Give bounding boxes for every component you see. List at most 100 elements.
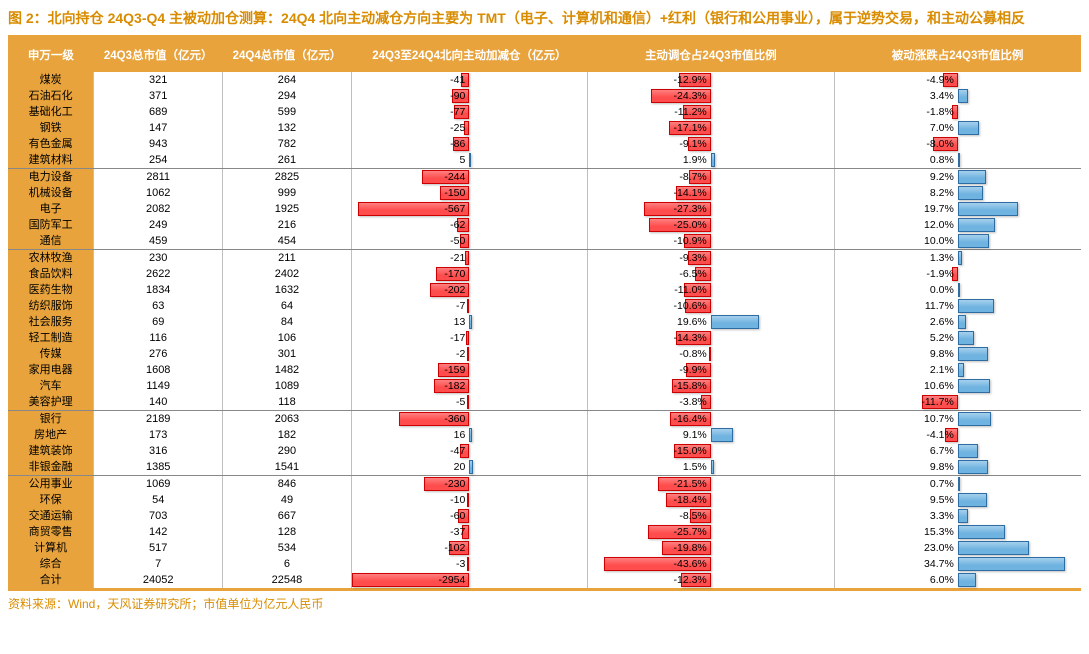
bar-cell: 10.0% bbox=[834, 233, 1081, 250]
num-cell: 2811 bbox=[94, 169, 223, 186]
row-label: 有色金属 bbox=[8, 136, 94, 152]
num-cell: 6 bbox=[223, 556, 352, 572]
row-label: 纺织服饰 bbox=[8, 298, 94, 314]
row-label: 非银金融 bbox=[8, 459, 94, 476]
bar-cell: -1.8% bbox=[834, 104, 1081, 120]
bar-cell: 1.9% bbox=[587, 152, 834, 169]
row-label: 石油石化 bbox=[8, 88, 94, 104]
bar-cell: 19.6% bbox=[587, 314, 834, 330]
bar-cell: -10 bbox=[351, 492, 587, 508]
num-cell: 118 bbox=[223, 394, 352, 411]
num-cell: 517 bbox=[94, 540, 223, 556]
bar-cell: 11.7% bbox=[834, 298, 1081, 314]
table-row: 轻工制造116106-17-14.3%5.2% bbox=[8, 330, 1081, 346]
bar-cell: 20 bbox=[351, 459, 587, 476]
column-header: 24Q3总市值（亿元） bbox=[94, 38, 223, 72]
num-cell: 1149 bbox=[94, 378, 223, 394]
row-label: 国防军工 bbox=[8, 217, 94, 233]
num-cell: 2189 bbox=[94, 411, 223, 428]
bar-cell: 9.8% bbox=[834, 459, 1081, 476]
table-row: 房地产173182169.1%-4.1% bbox=[8, 427, 1081, 443]
bar-cell: -9.9% bbox=[587, 362, 834, 378]
num-cell: 782 bbox=[223, 136, 352, 152]
row-label: 家用电器 bbox=[8, 362, 94, 378]
bar-cell: -16.4% bbox=[587, 411, 834, 428]
table-row: 有色金属943782-86-9.1%-8.0% bbox=[8, 136, 1081, 152]
bar-cell: 3.4% bbox=[834, 88, 1081, 104]
bar-cell: 2.6% bbox=[834, 314, 1081, 330]
bar-cell: -21 bbox=[351, 250, 587, 267]
table-row: 环保5449-10-18.4%9.5% bbox=[8, 492, 1081, 508]
num-cell: 1608 bbox=[94, 362, 223, 378]
num-cell: 254 bbox=[94, 152, 223, 169]
table-row: 公用事业1069846-230-21.5%0.7% bbox=[8, 476, 1081, 493]
bar-cell: -7 bbox=[351, 298, 587, 314]
bar-cell: -4.9% bbox=[834, 72, 1081, 88]
bar-cell: 9.1% bbox=[587, 427, 834, 443]
num-cell: 454 bbox=[223, 233, 352, 250]
row-label: 钢铁 bbox=[8, 120, 94, 136]
row-label: 环保 bbox=[8, 492, 94, 508]
table-row: 纺织服饰6364-7-10.6%11.7% bbox=[8, 298, 1081, 314]
bar-cell: -27.3% bbox=[587, 201, 834, 217]
num-cell: 294 bbox=[223, 88, 352, 104]
bar-cell: -11.2% bbox=[587, 104, 834, 120]
num-cell: 84 bbox=[223, 314, 352, 330]
table-row: 机械设备1062999-150-14.1%8.2% bbox=[8, 185, 1081, 201]
table-row: 美容护理140118-5-3.8%-11.7% bbox=[8, 394, 1081, 411]
row-label: 农林牧渔 bbox=[8, 250, 94, 267]
num-cell: 371 bbox=[94, 88, 223, 104]
num-cell: 182 bbox=[223, 427, 352, 443]
bar-cell: 2.1% bbox=[834, 362, 1081, 378]
num-cell: 1089 bbox=[223, 378, 352, 394]
row-label: 通信 bbox=[8, 233, 94, 250]
row-label: 建筑材料 bbox=[8, 152, 94, 169]
header-row: 申万一级24Q3总市值（亿元）24Q4总市值（亿元）24Q3至24Q4北向主动加… bbox=[8, 38, 1081, 72]
bar-cell: -9.1% bbox=[587, 136, 834, 152]
source-note: 资料来源：Wind，天风证券研究所；市值单位为亿元人民币 bbox=[8, 595, 1081, 612]
row-label: 基础化工 bbox=[8, 104, 94, 120]
bar-cell: -2 bbox=[351, 346, 587, 362]
bar-cell: 0.7% bbox=[834, 476, 1081, 493]
table-row: 建筑材料25426151.9%0.8% bbox=[8, 152, 1081, 169]
num-cell: 667 bbox=[223, 508, 352, 524]
bar-cell: -3 bbox=[351, 556, 587, 572]
bar-cell: -8.0% bbox=[834, 136, 1081, 152]
bar-cell: -50 bbox=[351, 233, 587, 250]
bar-cell: -12.3% bbox=[587, 572, 834, 588]
table-row: 合计2405222548-2954-12.3%6.0% bbox=[8, 572, 1081, 588]
bar-cell: -17 bbox=[351, 330, 587, 346]
num-cell: 534 bbox=[223, 540, 352, 556]
num-cell: 846 bbox=[223, 476, 352, 493]
bar-cell: -244 bbox=[351, 169, 587, 186]
table-container: 申万一级24Q3总市值（亿元）24Q4总市值（亿元）24Q3至24Q4北向主动加… bbox=[8, 35, 1081, 591]
bar-cell: -8.7% bbox=[587, 169, 834, 186]
bar-cell: 19.7% bbox=[834, 201, 1081, 217]
row-label: 建筑装饰 bbox=[8, 443, 94, 459]
num-cell: 106 bbox=[223, 330, 352, 346]
num-cell: 459 bbox=[94, 233, 223, 250]
row-label: 银行 bbox=[8, 411, 94, 428]
bar-cell: 12.0% bbox=[834, 217, 1081, 233]
bar-cell: -19.8% bbox=[587, 540, 834, 556]
bar-cell: -3.8% bbox=[587, 394, 834, 411]
table-row: 农林牧渔230211-21-9.3%1.3% bbox=[8, 250, 1081, 267]
bar-cell: 7.0% bbox=[834, 120, 1081, 136]
bar-cell: -0.8% bbox=[587, 346, 834, 362]
table-row: 电子20821925-567-27.3%19.7% bbox=[8, 201, 1081, 217]
bar-cell: 0.0% bbox=[834, 282, 1081, 298]
table-row: 汽车11491089-182-15.8%10.6% bbox=[8, 378, 1081, 394]
row-label: 美容护理 bbox=[8, 394, 94, 411]
bar-cell: -150 bbox=[351, 185, 587, 201]
row-label: 社会服务 bbox=[8, 314, 94, 330]
num-cell: 301 bbox=[223, 346, 352, 362]
row-label: 房地产 bbox=[8, 427, 94, 443]
row-label: 轻工制造 bbox=[8, 330, 94, 346]
bar-cell: -60 bbox=[351, 508, 587, 524]
bar-cell: -12.9% bbox=[587, 72, 834, 88]
table-row: 非银金融13851541201.5%9.8% bbox=[8, 459, 1081, 476]
num-cell: 943 bbox=[94, 136, 223, 152]
table-row: 建筑装饰316290-47-15.0%6.7% bbox=[8, 443, 1081, 459]
num-cell: 1834 bbox=[94, 282, 223, 298]
num-cell: 132 bbox=[223, 120, 352, 136]
